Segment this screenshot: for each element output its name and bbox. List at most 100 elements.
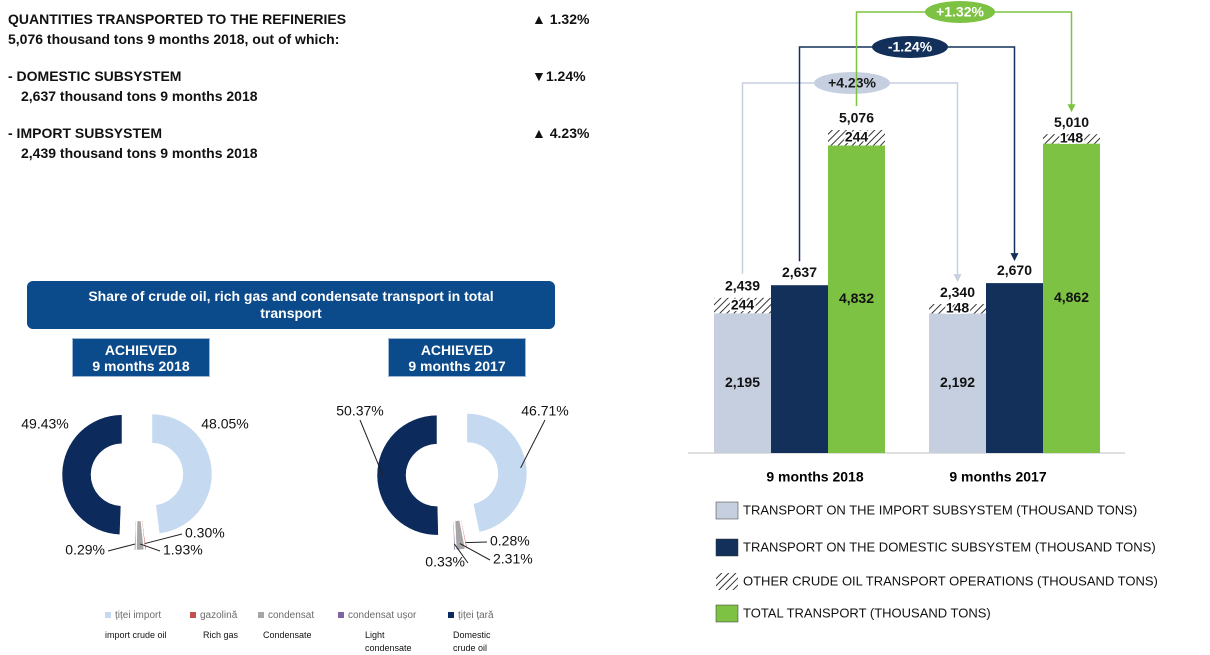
legend-label: TOTAL TRANSPORT (THOUSAND TONS) [743,605,991,620]
bar-segment [929,304,986,314]
value-label: 4,832 [839,290,874,306]
value-label: 4,862 [1054,289,1089,305]
annotation-arrow [855,11,1076,113]
leader-line [107,543,136,552]
annotation-text: +4.23% [828,75,876,91]
legend-translation: Condensate [263,630,312,640]
value-label: 244 [845,128,869,144]
legend-name: țiței import [115,610,162,621]
legend-item: țiței țară [448,610,494,621]
value-label: 148 [1060,130,1084,146]
value-label: 2,192 [940,374,975,390]
annotation-bubble [872,36,948,58]
donut-label: 0.28% [490,533,530,549]
leader-line [465,541,488,544]
value-label: 244 [731,296,755,312]
stack-total-label: 5,076 [839,110,874,126]
bar-segment [1043,134,1100,144]
achieved-box: ACHIEVED 9 months 2018 [72,338,210,377]
donut-segment [61,414,123,535]
bar-segment [986,283,1043,453]
legend-translation: Light condensate [365,630,412,653]
donut-label: 2.31% [493,551,533,567]
summary-change: ▲ 1.32% [532,11,590,27]
donut-segment [460,519,468,549]
legend-name: gazolină [200,610,238,621]
annotation-bubble [814,72,890,94]
legend-translation: import crude oil [105,630,167,640]
achieved-title: ACHIEVED [420,342,494,358]
legend-label: TRANSPORT ON THE IMPORT SUBSYSTEM (THOUS… [743,502,1137,517]
donut-label: 49.43% [21,416,68,432]
donut-label: 50.37% [336,403,383,419]
donut-label: 1.93% [163,542,203,558]
summary-detail: 5,076 thousand tons 9 months 2018, out o… [8,31,340,47]
bar-segment [828,145,885,453]
achieved-period: 9 months 2017 [408,358,506,374]
share-banner: Share of crude oil, rich gas and condens… [27,281,555,329]
leader-line [459,543,491,561]
donut-label: 0.30% [185,525,225,541]
bar-segment [714,297,771,314]
legend-label: TRANSPORT ON THE DOMESTIC SUBSYSTEM (THO… [743,539,1156,554]
summary-detail: 2,637 thousand tons 9 months 2018 [21,88,258,104]
legend-item: condensat ușor [338,610,416,621]
legend-translation: Domestic crude oil [453,630,491,653]
value-label: 148 [946,300,970,316]
legend-item: gazolină [190,610,237,621]
donut-label: 48.05% [201,416,248,432]
summary-change: ▼1.24% [532,68,586,84]
legend-swatch [338,612,344,619]
stack-total-label: 5,010 [1054,114,1089,130]
legend-swatch [190,612,196,619]
bar-segment [929,313,986,453]
value-label: 2,670 [997,262,1032,278]
summary-detail: 2,439 thousand tons 9 months 2018 [21,145,258,161]
legend-item: condensat [258,610,314,621]
summary-change: ▲ 4.23% [532,125,590,141]
legend-swatch [715,501,739,520]
annotation-bubble [925,1,995,23]
annotation-text: +1.32% [936,4,984,20]
value-label: 2,195 [725,374,760,390]
leader-line [144,533,183,545]
bar-segment [828,130,885,146]
donut-label: 46.71% [521,403,568,419]
summary-title: QUANTITIES TRANSPORTED TO THE REFINERIES [8,11,347,27]
legend-name: condensat ușor [348,610,417,621]
donut-label: 0.33% [425,554,465,570]
annotation-text: -1.24% [888,39,933,55]
legend-swatch [448,612,454,619]
summary-title: - IMPORT SUBSYSTEM [8,125,163,141]
x-tick-label: 9 months 2018 [766,469,863,485]
legend-name: condensat [268,610,315,621]
donut-segment [141,520,147,550]
bar-segment [1043,143,1100,453]
donut-segment [134,520,137,551]
legend-item: țiței import [105,610,161,621]
legend-swatch [715,538,739,557]
bar-segment [714,313,771,453]
legend-translation: Rich gas [203,630,239,640]
stack-total-label: 2,439 [725,278,760,294]
leader-line [453,543,469,564]
achieved-period: 9 months 2018 [92,358,190,374]
donut-segment [466,413,528,533]
donut-segment [454,520,466,551]
legend-label: OTHER CRUDE OIL TRANSPORT OPERATIONS (TH… [743,573,1158,588]
stack-total-label: 2,340 [940,284,975,300]
bar-segment [771,285,828,453]
donut-segment [151,413,213,534]
legend-swatch [258,612,264,619]
donut-label: 0.29% [65,542,105,558]
legend-swatch [105,612,111,619]
legend-name: țiței țară [458,610,494,621]
leader-line [359,419,384,476]
leader-line [139,543,161,552]
value-label: 2,637 [782,264,817,280]
legend-swatch [716,573,738,590]
achieved-box: ACHIEVED 9 months 2017 [388,338,526,377]
legend-swatch [715,604,739,623]
